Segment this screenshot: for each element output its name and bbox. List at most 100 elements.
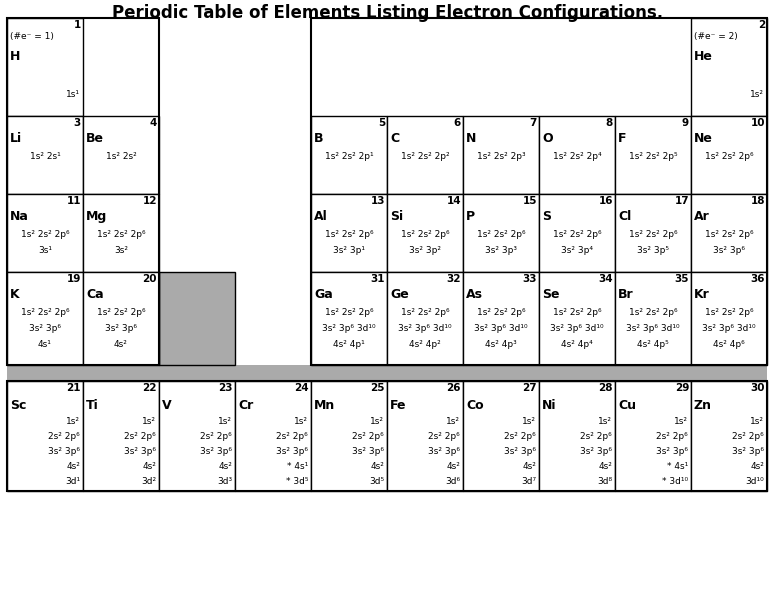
Text: 17: 17 bbox=[674, 196, 689, 206]
Text: 1s² 2s² 2p⁶: 1s² 2s² 2p⁶ bbox=[324, 308, 373, 317]
Text: 3s² 3p³: 3s² 3p³ bbox=[485, 246, 517, 255]
Text: 9: 9 bbox=[682, 118, 689, 128]
Text: Ti: Ti bbox=[86, 399, 99, 412]
Text: 3s² 3p¹: 3s² 3p¹ bbox=[333, 246, 365, 255]
Text: 20: 20 bbox=[143, 274, 157, 284]
Text: V: V bbox=[162, 399, 171, 412]
Text: 4s²: 4s² bbox=[142, 462, 156, 471]
Text: 7: 7 bbox=[530, 118, 537, 128]
Text: 4s¹: 4s¹ bbox=[38, 340, 52, 349]
Text: 3s² 3p⁶: 3s² 3p⁶ bbox=[580, 447, 612, 456]
Text: 2s² 2p⁶: 2s² 2p⁶ bbox=[276, 432, 308, 441]
Text: 8: 8 bbox=[606, 118, 613, 128]
Text: 2s² 2p⁶: 2s² 2p⁶ bbox=[580, 432, 612, 441]
Bar bbox=[387, 116, 463, 194]
Text: 4s² 4p²: 4s² 4p² bbox=[409, 340, 441, 349]
Text: * 4s¹: * 4s¹ bbox=[287, 462, 308, 471]
Bar bbox=[539, 381, 615, 491]
Text: 1s² 2s² 2p⁶: 1s² 2s² 2p⁶ bbox=[324, 230, 373, 239]
Text: 4s²: 4s² bbox=[66, 462, 80, 471]
Bar bbox=[7, 365, 767, 381]
Text: 3: 3 bbox=[74, 118, 81, 128]
Text: 1s² 2s² 2p⁶: 1s² 2s² 2p⁶ bbox=[97, 230, 145, 239]
Text: (#e⁻ = 2): (#e⁻ = 2) bbox=[694, 32, 738, 41]
Text: 24: 24 bbox=[294, 383, 309, 393]
Bar bbox=[159, 381, 235, 491]
Text: 1s²: 1s² bbox=[674, 417, 688, 426]
Text: Cu: Cu bbox=[618, 399, 636, 412]
Text: 4s²: 4s² bbox=[446, 462, 460, 471]
Text: 2s² 2p⁶: 2s² 2p⁶ bbox=[200, 432, 232, 441]
Text: 3s² 3p⁶ 3d¹⁰: 3s² 3p⁶ 3d¹⁰ bbox=[398, 324, 452, 333]
Text: 5: 5 bbox=[378, 118, 385, 128]
Text: 4s²: 4s² bbox=[370, 462, 384, 471]
Text: 2s² 2p⁶: 2s² 2p⁶ bbox=[124, 432, 156, 441]
Text: 4s²: 4s² bbox=[750, 462, 764, 471]
Text: 1s² 2s² 2p²: 1s² 2s² 2p² bbox=[400, 152, 449, 161]
Text: 1s² 2s² 2p⁶: 1s² 2s² 2p⁶ bbox=[705, 152, 753, 161]
Text: 1s²: 1s² bbox=[522, 417, 536, 426]
Text: 6: 6 bbox=[454, 118, 461, 128]
Bar bbox=[311, 18, 767, 365]
Text: 32: 32 bbox=[446, 274, 461, 284]
Text: 15: 15 bbox=[522, 196, 537, 206]
Text: 3s² 3p⁶ 3d¹⁰: 3s² 3p⁶ 3d¹⁰ bbox=[702, 324, 756, 333]
Text: 4s² 4p⁶: 4s² 4p⁶ bbox=[713, 340, 745, 349]
Text: 34: 34 bbox=[598, 274, 613, 284]
Text: 3s² 3p⁶: 3s² 3p⁶ bbox=[713, 246, 745, 255]
Text: 3s² 3p⁶: 3s² 3p⁶ bbox=[276, 447, 308, 456]
Text: 22: 22 bbox=[143, 383, 157, 393]
Text: 3d⁶: 3d⁶ bbox=[445, 477, 460, 486]
Text: 1s² 2s² 2p⁶: 1s² 2s² 2p⁶ bbox=[629, 308, 677, 317]
Text: 1s² 2s² 2p⁶: 1s² 2s² 2p⁶ bbox=[629, 230, 677, 239]
Text: 3d¹⁰: 3d¹⁰ bbox=[745, 477, 764, 486]
Text: 3d⁸: 3d⁸ bbox=[597, 477, 612, 486]
Text: 1s²: 1s² bbox=[218, 417, 232, 426]
Text: * 3d⁵: * 3d⁵ bbox=[286, 477, 308, 486]
Text: Ca: Ca bbox=[86, 288, 104, 301]
Text: 3s² 3p⁶ 3d¹⁰: 3s² 3p⁶ 3d¹⁰ bbox=[550, 324, 604, 333]
Bar bbox=[463, 116, 539, 194]
Text: 2: 2 bbox=[757, 20, 765, 30]
Text: 21: 21 bbox=[67, 383, 81, 393]
Text: 3s² 3p⁶: 3s² 3p⁶ bbox=[105, 324, 137, 333]
Text: Na: Na bbox=[10, 210, 29, 223]
Text: 3d⁷: 3d⁷ bbox=[521, 477, 536, 486]
Bar bbox=[311, 381, 387, 491]
Text: Li: Li bbox=[10, 132, 23, 145]
Text: 1s² 2s²: 1s² 2s² bbox=[106, 152, 137, 161]
Text: Periodic Table of Elements Listing Electron Configurations.: Periodic Table of Elements Listing Elect… bbox=[113, 4, 663, 22]
Text: 4s²: 4s² bbox=[218, 462, 232, 471]
Text: 2s² 2p⁶: 2s² 2p⁶ bbox=[428, 432, 460, 441]
Bar bbox=[387, 272, 463, 365]
Text: 1s²: 1s² bbox=[294, 417, 308, 426]
Text: O: O bbox=[542, 132, 553, 145]
Text: 12: 12 bbox=[143, 196, 157, 206]
Text: K: K bbox=[10, 288, 19, 301]
Bar bbox=[311, 272, 387, 365]
Text: 1s²: 1s² bbox=[142, 417, 156, 426]
Text: 3d¹: 3d¹ bbox=[65, 477, 80, 486]
Text: 1s² 2s² 2p⁶: 1s² 2s² 2p⁶ bbox=[97, 308, 145, 317]
Text: Ge: Ge bbox=[390, 288, 409, 301]
Bar bbox=[235, 381, 311, 491]
Bar bbox=[463, 194, 539, 272]
Text: 1s² 2s² 2p⁵: 1s² 2s² 2p⁵ bbox=[629, 152, 677, 161]
Bar bbox=[615, 381, 691, 491]
Bar bbox=[83, 272, 159, 365]
Text: 1s² 2s² 2p³: 1s² 2s² 2p³ bbox=[476, 152, 525, 161]
Text: He: He bbox=[694, 50, 713, 63]
Text: P: P bbox=[466, 210, 475, 223]
Bar bbox=[615, 116, 691, 194]
Bar bbox=[691, 18, 767, 116]
Text: 14: 14 bbox=[446, 196, 461, 206]
Text: 3s² 3p²: 3s² 3p² bbox=[409, 246, 441, 255]
Text: S: S bbox=[542, 210, 551, 223]
Text: Ga: Ga bbox=[314, 288, 333, 301]
Text: 3s² 3p⁶: 3s² 3p⁶ bbox=[656, 447, 688, 456]
Text: 2s² 2p⁶: 2s² 2p⁶ bbox=[48, 432, 80, 441]
Bar bbox=[7, 116, 83, 194]
Bar bbox=[83, 116, 159, 194]
Text: 27: 27 bbox=[522, 383, 537, 393]
Bar bbox=[7, 18, 159, 365]
